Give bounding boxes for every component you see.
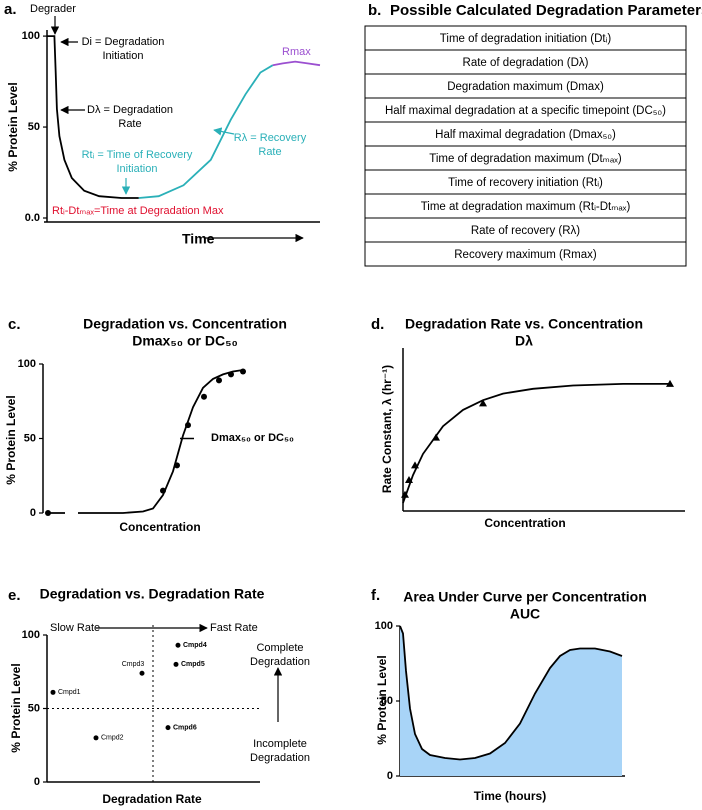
panel-label: d. (371, 316, 384, 333)
line (48, 369, 244, 514)
line (402, 383, 670, 504)
point (240, 368, 246, 375)
annotation: Di = Degradation (82, 36, 165, 48)
x-axis-title: Degradation Rate (102, 792, 202, 806)
annotation: Rλ = Recovery (234, 132, 307, 144)
annotation: Rmax (282, 46, 311, 58)
point (401, 490, 409, 498)
y-tick-label: 50 (28, 702, 40, 714)
panel-label: f. (371, 587, 380, 604)
line (47, 35, 139, 199)
y-tick-label: 50 (28, 121, 40, 133)
annotation: Degrader (30, 3, 76, 15)
chart-title: Degradation vs. Concentration (83, 316, 287, 332)
annotation: Rate (118, 118, 141, 130)
y-tick-label: 100 (375, 620, 393, 632)
y-axis-title: % Protein Level (6, 82, 20, 171)
annotation: Complete (256, 642, 303, 654)
annotation: Rate (258, 146, 281, 158)
x-axis-title: Time (hours) (474, 789, 546, 803)
annotation: Degradation (250, 752, 310, 764)
point (93, 735, 99, 741)
area (400, 626, 622, 776)
table-cell: Rate of recovery (Rλ) (471, 225, 580, 237)
point-label: Cmpd6 (173, 724, 197, 731)
point (479, 399, 487, 407)
x-axis-title: Concentration (119, 520, 200, 534)
point-label: Cmpd2 (101, 735, 124, 742)
annotation: Initiation (103, 50, 144, 62)
y-axis-title: % Protein Level (4, 395, 18, 484)
y-tick-label: 100 (18, 358, 36, 370)
table-cell: Rate of degradation (Dλ) (463, 57, 589, 69)
y-tick-label: 0 (34, 776, 40, 788)
table-cell: Time of recovery initiation (Rtᵢ) (448, 177, 603, 189)
table-title: Possible Calculated Degradation Paramete… (390, 2, 702, 19)
annotation: Rtᵢ-Dtₘₐₓ=Time at Degradation Max (52, 205, 224, 217)
chart-subtitle: AUC (510, 606, 540, 622)
line (138, 64, 274, 199)
y-tick-label: 100 (22, 629, 40, 641)
point-label: Cmpd4 (183, 642, 207, 649)
y-tick-label: 0.0 (25, 212, 40, 224)
point-label: Cmpd1 (58, 689, 81, 696)
y-tick-label: 0 (387, 770, 393, 782)
chart-subtitle: Dmax₅₀ or DC₅₀ (132, 333, 238, 349)
chart-title: Area Under Curve per Concentration (403, 589, 647, 605)
table-cell: Time of degradation maximum (Dtₘₐₓ) (429, 153, 622, 165)
annotation: Rtᵢ = Time of Recovery (82, 149, 193, 161)
y-axis-title: % Protein Level (375, 655, 389, 744)
y-axis-title: Rate Constant, λ (hr⁻¹) (380, 365, 394, 493)
line (272, 60, 321, 67)
table-cell: Degradation maximum (Dmax) (447, 81, 604, 93)
table-cell: Recovery maximum (Rmax) (454, 249, 597, 261)
line (399, 625, 623, 761)
point-label: Cmpd5 (181, 661, 205, 668)
chart-title: Degradation Rate vs. Concentration (405, 316, 643, 332)
annotation: Slow Rate (50, 622, 100, 634)
point (216, 377, 222, 384)
y-axis-title: % Protein Level (9, 663, 23, 752)
table-cell: Half maximal degradation at a specific t… (385, 105, 666, 117)
table-cell: Half maximal degradation (Dmax₅₀) (435, 129, 616, 141)
chart-title: Degradation vs. Degradation Rate (40, 586, 265, 602)
panel-label: e. (8, 587, 21, 604)
point (139, 670, 145, 676)
table-cell: Time at degradation maximum (Rtᵢ-Dtₘₐₓ) (421, 201, 631, 213)
point (201, 393, 207, 400)
x-axis-title: Concentration (484, 516, 565, 530)
arrow (213, 127, 235, 136)
point (165, 725, 171, 731)
point (175, 642, 181, 648)
annotation: Dλ = Degradation (87, 104, 173, 116)
y-tick-label: 100 (22, 30, 40, 42)
chart-subtitle: Dλ (515, 333, 533, 349)
point (50, 689, 56, 695)
annotation: Initiation (117, 163, 158, 175)
panel-label: b. (368, 2, 381, 19)
annotation: Fast Rate (210, 622, 258, 634)
annotation: Dmax₅₀ or DC₅₀ (211, 432, 294, 444)
x-axis-title: Time (182, 231, 215, 247)
point-label: Cmpd3 (122, 661, 145, 668)
panel-label: c. (8, 316, 21, 333)
annotation: Degradation (250, 656, 310, 668)
y-tick-label: 0 (30, 507, 36, 519)
y-tick-label: 50 (24, 432, 36, 444)
point (173, 661, 179, 667)
y-tick-label: 50 (381, 695, 393, 707)
panel-label: a. (4, 1, 17, 18)
table-cell: Time of degradation initiation (Dtᵢ) (440, 33, 612, 45)
annotation: Incomplete (253, 738, 307, 750)
